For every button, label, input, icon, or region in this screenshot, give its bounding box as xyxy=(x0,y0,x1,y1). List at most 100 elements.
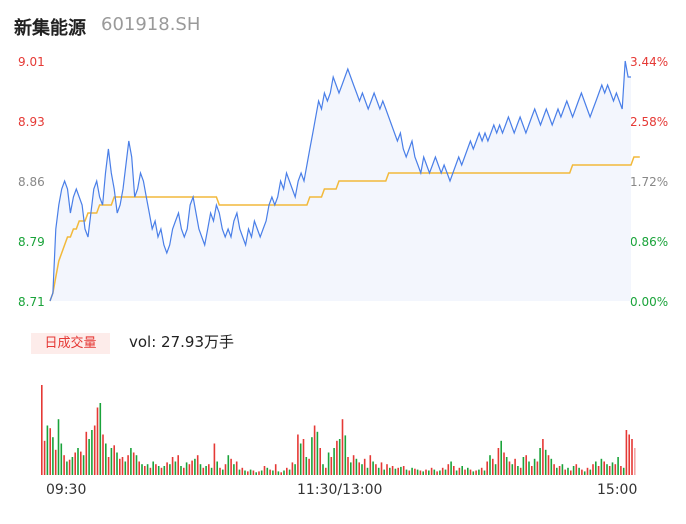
volume-bar xyxy=(447,464,450,475)
volume-bar xyxy=(575,464,578,475)
volume-bar xyxy=(135,455,138,475)
volume-bar xyxy=(494,464,497,475)
volume-bar xyxy=(316,431,319,475)
volume-bar xyxy=(539,448,541,475)
volume-bar xyxy=(366,467,369,475)
price-line xyxy=(49,60,631,302)
volume-bar xyxy=(194,458,196,475)
volume-bar xyxy=(505,457,508,475)
volume-bar xyxy=(88,439,90,475)
volume-bar xyxy=(286,467,288,475)
pct-tick-label: 0.00% xyxy=(630,295,669,309)
volume-bar xyxy=(247,471,249,475)
volume-tab[interactable]: 日成交量 xyxy=(31,333,110,354)
volume-bar xyxy=(514,458,516,475)
volume-bar xyxy=(185,462,188,475)
volume-bar xyxy=(439,470,441,475)
time-tick-label: 15:00 xyxy=(597,482,638,498)
volume-bar xyxy=(375,464,377,475)
volume-bar xyxy=(210,467,213,475)
volume-bar xyxy=(205,466,207,475)
volume-bar xyxy=(441,467,444,475)
stock-name: 新集能源 xyxy=(14,18,86,39)
volume-bar xyxy=(188,464,191,475)
volume-bar xyxy=(603,461,605,475)
volume-bar xyxy=(453,466,455,475)
volume-bar xyxy=(344,435,347,475)
volume-bar xyxy=(634,448,636,475)
volume-bar xyxy=(408,470,411,475)
volume-bar xyxy=(85,431,88,475)
volume-bar xyxy=(547,455,550,475)
volume-bar xyxy=(169,464,171,475)
volume-bar xyxy=(394,468,397,475)
volume-bar xyxy=(500,440,502,475)
volume-bar xyxy=(80,451,82,475)
volume-bar xyxy=(99,403,102,475)
volume-bar xyxy=(400,466,402,475)
volume-bar xyxy=(302,439,305,475)
volume-bar xyxy=(233,464,235,475)
volume-bar xyxy=(508,461,511,475)
volume-bar xyxy=(144,466,146,475)
price-tick-label: 8.86 xyxy=(18,175,45,189)
volume-bar xyxy=(544,449,547,475)
volume-bar xyxy=(46,425,49,475)
volume-bar xyxy=(383,469,385,475)
volume-bar xyxy=(49,428,51,475)
volume-bar xyxy=(219,467,221,475)
volume-bar xyxy=(322,464,324,475)
volume-bar xyxy=(511,464,514,475)
volume-bar xyxy=(472,471,475,475)
volume-bar xyxy=(464,469,466,475)
volume-bar xyxy=(531,466,533,475)
volume-bar xyxy=(235,461,238,475)
volume-bar xyxy=(570,470,572,475)
volume-bar xyxy=(149,467,152,475)
volume-bar xyxy=(308,458,310,475)
volume-bar xyxy=(625,430,628,475)
volume-bar xyxy=(433,469,436,475)
volume-bar xyxy=(483,470,486,475)
volume-bar xyxy=(391,466,394,475)
volume-bar xyxy=(77,448,79,475)
volume-bar xyxy=(386,464,388,475)
volume-bar xyxy=(578,467,580,475)
volume-bar xyxy=(216,461,218,475)
volume-bar xyxy=(369,455,372,475)
volume-bar xyxy=(141,464,143,475)
volume-bar xyxy=(572,466,575,475)
volume-bar xyxy=(467,467,469,475)
volume-bar xyxy=(272,470,274,475)
volume-bar xyxy=(102,434,104,475)
volume-bar xyxy=(196,455,199,475)
volume-bar xyxy=(528,461,530,475)
volume-bar xyxy=(121,457,124,475)
volume-bar xyxy=(372,461,374,475)
volume-bar xyxy=(611,462,614,475)
volume-bar xyxy=(350,462,352,475)
volume-bar xyxy=(266,467,269,475)
volume-bar xyxy=(489,455,491,475)
volume-bar xyxy=(583,471,586,475)
volume-bar xyxy=(244,470,246,475)
volume-bar xyxy=(469,469,472,475)
volume-bar xyxy=(313,425,316,475)
volume-bar xyxy=(608,466,611,475)
volume-bar xyxy=(171,457,174,475)
volume-bar xyxy=(347,457,349,475)
volume-bar xyxy=(436,471,438,475)
volume-bar xyxy=(238,469,241,475)
volume-bar xyxy=(258,471,260,475)
volume-bar xyxy=(522,457,525,475)
volume-bar xyxy=(550,458,553,475)
volume-bar xyxy=(180,466,182,475)
volume-bar xyxy=(152,461,154,475)
volume-bar xyxy=(291,462,294,475)
volume-bar xyxy=(338,439,341,475)
volume-bar xyxy=(380,462,383,475)
volume-bar xyxy=(305,457,308,475)
volume-bar xyxy=(57,419,60,475)
volume-bar xyxy=(525,455,527,475)
volume-bar xyxy=(110,448,113,475)
